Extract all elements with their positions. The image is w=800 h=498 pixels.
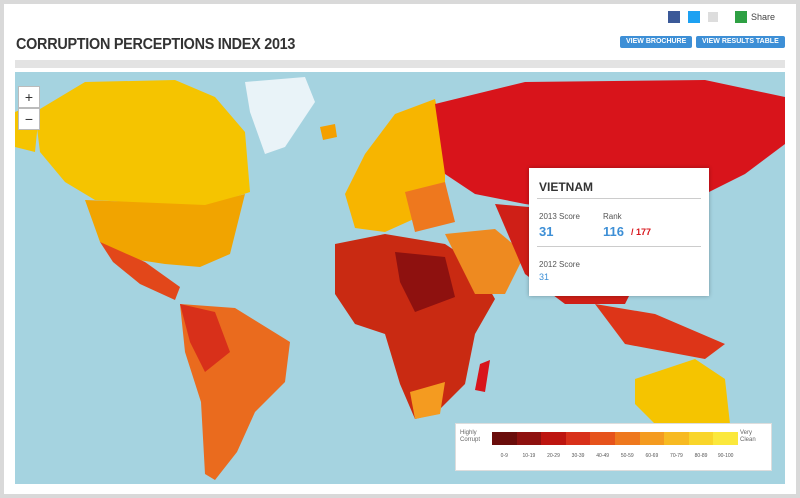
twitter-icon[interactable] — [688, 11, 700, 23]
legend-bin-label: 60-69 — [645, 453, 659, 459]
legend-bin: 20-29 — [541, 432, 566, 462]
legend-swatch — [688, 432, 714, 445]
mexico[interactable] — [100, 242, 180, 300]
rank-label: Rank — [603, 212, 622, 221]
legend-bin-label: 10-19 — [522, 453, 536, 459]
country-popup: VIETNAM 2013 Score 31 Rank 116 / 177 201… — [529, 168, 709, 296]
canada[interactable] — [35, 80, 250, 207]
brochure-button[interactable]: VIEW BROCHURE — [620, 36, 693, 48]
popup-rule — [537, 246, 701, 247]
divider — [15, 60, 785, 68]
legend-swatch — [516, 432, 542, 445]
legend-bin-label: 40-49 — [596, 453, 610, 459]
popup-country: VIETNAM — [539, 180, 593, 194]
popup-rule — [537, 198, 701, 199]
legend-bin: 90-100 — [713, 432, 738, 462]
legend-bin-label: 50-59 — [620, 453, 634, 459]
africa[interactable] — [335, 234, 495, 419]
eastern-europe[interactable] — [405, 182, 455, 232]
southern-africa[interactable] — [410, 382, 445, 419]
madagascar[interactable] — [475, 360, 490, 392]
middle-east[interactable] — [445, 229, 525, 294]
score-2013: 31 — [539, 224, 554, 239]
legend-bin-label: 70-79 — [670, 453, 683, 459]
results-button[interactable]: VIEW RESULTS TABLE — [696, 36, 785, 48]
legend-swatch — [590, 432, 615, 445]
usa[interactable] — [85, 194, 245, 267]
legend: Highly Corrupt Very Clean 0-9 10-19 20-29 3… — [455, 423, 772, 471]
facebook-icon[interactable] — [668, 11, 680, 23]
legend-bin-label: 0-9 — [500, 453, 508, 459]
legend-bin: 80-89 — [688, 432, 714, 462]
legend-bin-label: 90-100 — [717, 453, 734, 459]
zoom-in[interactable]: + — [18, 86, 40, 108]
legend-bin-label: 30-39 — [571, 453, 585, 459]
legend-bin: 0-9 — [492, 432, 517, 462]
zoom-out[interactable]: − — [18, 108, 40, 130]
legend-high-label: Very Clean — [740, 430, 756, 443]
legend-low-label: Highly Corrupt — [460, 430, 481, 443]
legend-bin: 50-59 — [614, 432, 640, 462]
score-2012-label: 2012 Score — [539, 260, 580, 269]
score-2012: 31 — [539, 272, 550, 282]
legend-bin: 70-79 — [664, 432, 689, 462]
legend-swatch — [614, 432, 640, 445]
legend-bin-label: 80-89 — [694, 453, 708, 459]
southeast-asia[interactable] — [595, 304, 725, 359]
share-icon[interactable] — [735, 11, 747, 23]
andes-north[interactable] — [180, 304, 230, 372]
legend-swatch — [664, 432, 689, 445]
page-title: CORRUPTION PERCEPTIONS INDEX 2013 — [16, 36, 296, 53]
australia[interactable] — [635, 359, 730, 424]
legend-swatch — [492, 432, 517, 445]
share-icons — [668, 11, 718, 23]
legend-bin: 60-69 — [639, 432, 665, 462]
legend-bin: 40-49 — [590, 432, 615, 462]
legend-swatch — [541, 432, 566, 445]
legend-swatch — [713, 432, 738, 445]
central-africa[interactable] — [395, 252, 455, 312]
legend-swatch — [639, 432, 665, 445]
score-2013-label: 2013 Score — [539, 212, 580, 221]
legend-bin: 30-39 — [565, 432, 591, 462]
greenland[interactable] — [245, 77, 315, 154]
iceland[interactable] — [320, 124, 337, 140]
rank-total: / 177 — [631, 227, 652, 237]
legend-swatch — [565, 432, 591, 445]
legend-bin: 10-19 — [516, 432, 542, 462]
share-label[interactable]: Share — [751, 12, 776, 22]
legend-scale: 0-9 10-19 20-29 30-39 40-49 50-59 60-69 70-79 80… — [492, 432, 738, 462]
page: Share CORRUPTION PERCEPTIONS INDEX 2013 … — [4, 4, 796, 494]
legend-bin-label: 20-29 — [547, 453, 560, 459]
rank: 116 — [603, 224, 624, 239]
mail-icon[interactable] — [708, 12, 718, 22]
